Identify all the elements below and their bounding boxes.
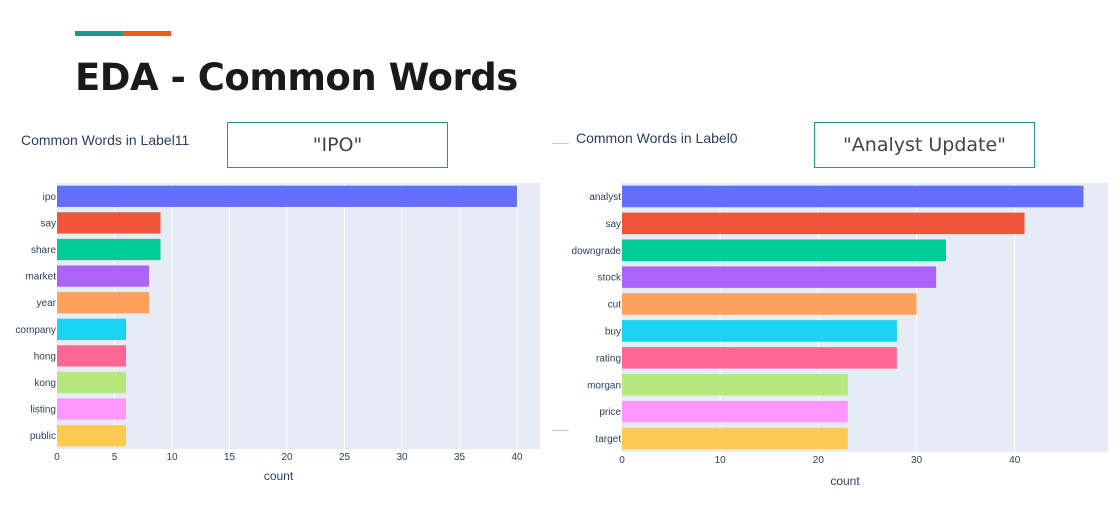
y-tick-label: say xyxy=(605,219,621,230)
bar-share[interactable] xyxy=(57,238,161,261)
bar-cut[interactable] xyxy=(622,293,917,315)
ipo-label-box: "IPO" xyxy=(227,122,448,168)
y-tick-label: price xyxy=(599,407,621,418)
bar-listing[interactable] xyxy=(57,398,126,420)
bar-morgan[interactable] xyxy=(622,373,848,396)
x-tick-label: 0 xyxy=(54,452,60,463)
chart-label0: 0 10 20 30 40 analyst say downgrade stock cut buy r… xyxy=(572,183,1108,488)
x-tick-label: 25 xyxy=(339,452,351,463)
x-tick-label: 20 xyxy=(281,452,293,463)
y-tick-label: cut xyxy=(608,300,622,311)
y-tick-label: rating xyxy=(596,353,621,364)
chart-title-label11: Common Words in Label11 xyxy=(21,132,190,148)
x-tick-label: 10 xyxy=(166,452,178,463)
bar-stock[interactable] xyxy=(622,266,937,288)
y-tick-label: year xyxy=(37,298,57,309)
bar-hong[interactable] xyxy=(57,345,126,367)
bar-kong[interactable] xyxy=(57,371,126,394)
x-tick-label: 40 xyxy=(1009,455,1021,466)
y-tick-label: morgan xyxy=(587,380,621,391)
x-tick-label: 20 xyxy=(813,455,825,466)
divider-line-bottom xyxy=(552,430,569,431)
y-tick-label: share xyxy=(31,245,56,256)
bar-public[interactable] xyxy=(57,425,126,447)
y-tick-label: buy xyxy=(605,326,621,337)
slide-title: EDA - Common Words xyxy=(75,56,518,99)
y-tick-label: listing xyxy=(30,405,56,416)
y-tick-label: say xyxy=(40,218,56,229)
bar-target[interactable] xyxy=(622,427,848,450)
bar-price[interactable] xyxy=(622,400,848,423)
bar-market[interactable] xyxy=(57,265,149,287)
x-tick-label: 0 xyxy=(619,455,625,466)
analyst-update-label-box: "Analyst Update" xyxy=(814,122,1035,168)
accent-bar-orange xyxy=(123,31,171,36)
bar-company[interactable] xyxy=(57,318,126,340)
chart-title-label0: Common Words in Label0 xyxy=(576,130,738,146)
y-tick-label: public xyxy=(30,431,56,442)
y-tick-label: analyst xyxy=(589,192,621,203)
bar-say[interactable] xyxy=(622,212,1025,235)
x-tick-label: 30 xyxy=(396,452,408,463)
y-tick-label: market xyxy=(25,272,56,283)
y-tick-label: kong xyxy=(34,378,56,389)
x-tick-label: 35 xyxy=(454,452,466,463)
bar-buy[interactable] xyxy=(622,320,897,342)
bar-ipo[interactable] xyxy=(57,185,517,207)
y-tick-label: company xyxy=(15,325,56,336)
y-tick-label: ipo xyxy=(43,192,57,203)
x-axis-title: count xyxy=(264,469,294,483)
y-tick-label: downgrade xyxy=(572,246,622,257)
bar-year[interactable] xyxy=(57,292,149,314)
chart-label11: 0 5 10 15 20 25 30 35 40 ipo say share market year com… xyxy=(15,183,540,483)
x-tick-label: 40 xyxy=(511,452,523,463)
divider-line-top xyxy=(552,143,569,144)
x-tick-label: 15 xyxy=(224,452,236,463)
bar-analyst[interactable] xyxy=(622,185,1084,208)
y-tick-label: target xyxy=(595,434,621,445)
bar-downgrade[interactable] xyxy=(622,239,946,262)
bar-rating[interactable] xyxy=(622,347,897,369)
y-tick-label: hong xyxy=(34,351,56,362)
x-tick-label: 10 xyxy=(715,455,727,466)
x-tick-label: 5 xyxy=(112,452,118,463)
y-tick-label: stock xyxy=(598,273,622,284)
bar-say[interactable] xyxy=(57,212,161,234)
accent-bar-teal xyxy=(75,31,123,36)
x-axis-title: count xyxy=(830,474,860,488)
x-tick-label: 30 xyxy=(911,455,923,466)
